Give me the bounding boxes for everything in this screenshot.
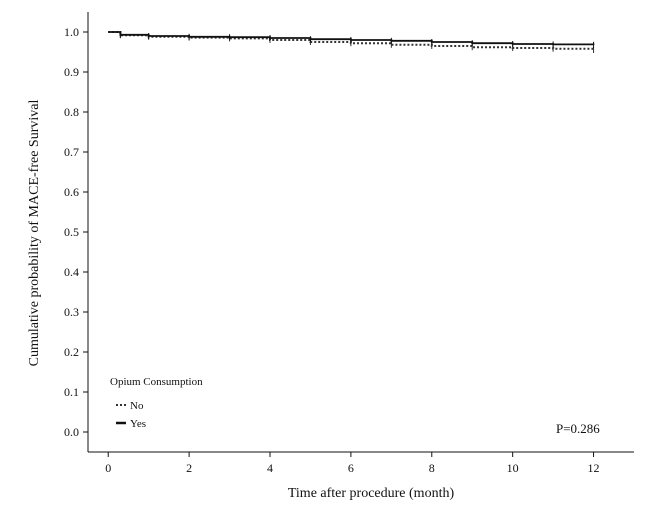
x-tick-label: 6	[348, 461, 354, 475]
y-tick-label: 0.7	[64, 145, 79, 159]
y-tick-label: 0.6	[64, 185, 79, 199]
legend-label-yes: Yes	[130, 418, 146, 430]
y-tick-label: 0.9	[64, 65, 79, 79]
legend-title: Opium Consumption	[110, 376, 203, 388]
y-axis-title: Cumulative probability of MACE-free Surv…	[27, 100, 42, 367]
y-tick-label: 1.0	[64, 25, 79, 39]
series-layer	[108, 31, 595, 53]
x-axis-ticks: 0 2 4 6 8 10 12	[105, 452, 600, 475]
x-tick-label: 12	[588, 461, 600, 475]
legend: Opium Consumption No Yes	[110, 376, 203, 430]
x-tick-label: 0	[105, 461, 111, 475]
x-axis-title: Time after procedure (month)	[288, 486, 455, 501]
y-tick-label: 0.4	[64, 265, 79, 279]
legend-label-no: No	[130, 400, 144, 412]
x-tick-label: 2	[186, 461, 192, 475]
y-tick-label: 0.2	[64, 345, 79, 359]
x-tick-label: 10	[507, 461, 519, 475]
y-tick-label: 0.1	[64, 385, 79, 399]
y-tick-label: 0.5	[64, 225, 79, 239]
x-tick-label: 4	[267, 461, 273, 475]
x-tick-label: 8	[429, 461, 435, 475]
y-tick-label: 0.0	[64, 425, 79, 439]
p-value-annotation: P=0.286	[556, 421, 600, 436]
y-axis-ticks: 0.0 0.1 0.2 0.3 0.4 0.5 0.6 0.7 0.8 0.9 1.0	[64, 25, 88, 439]
y-tick-label: 0.3	[64, 305, 79, 319]
y-tick-label: 0.8	[64, 105, 79, 119]
